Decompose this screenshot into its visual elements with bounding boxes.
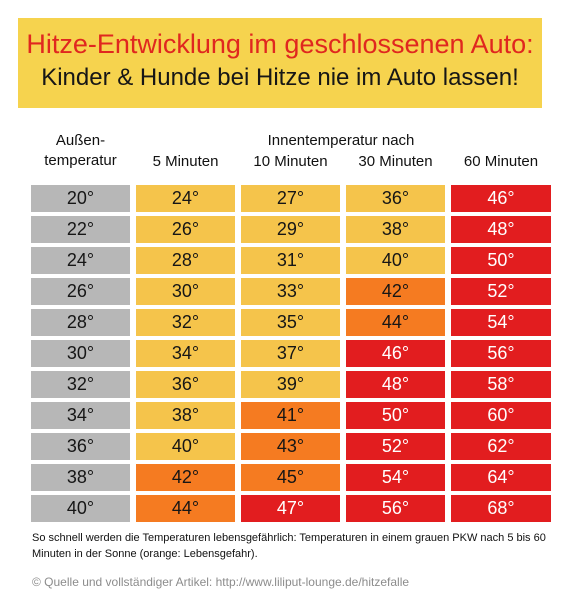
outside-temp-cell: 32° [31,371,130,398]
inside-temp-cell: 54° [451,309,551,336]
inside-temp-cell: 44° [136,495,235,522]
inside-temp-cell: 36° [346,185,445,212]
inside-temp-cell: 62° [451,433,551,460]
inside-temp-cell: 46° [346,340,445,367]
footnote: So schnell werden die Temperaturen leben… [32,532,546,560]
inside-temp-cell: 52° [451,278,551,305]
inside-temp-cell: 48° [346,371,445,398]
header-outside-line2: temperatur [44,152,117,169]
outside-temp-cell: 30° [31,340,130,367]
header-inside-group: Innentemperatur nach [267,132,415,149]
inside-temp-cell: 68° [451,495,551,522]
title-banner: Hitze-Entwicklung im geschlossenen Auto:… [18,18,542,108]
temperature-table: 20° 24° 27° 36° 46° 22° 26° 29° 38° 48° 24° 28° 31° 4… [31,185,551,522]
inside-temp-cell: 56° [451,340,551,367]
inside-temp-cell: 41° [241,402,340,429]
inside-temp-cell: 50° [451,247,551,274]
inside-temp-cell: 38° [136,402,235,429]
inside-temp-cell: 40° [346,247,445,274]
inside-temp-cell: 44° [346,309,445,336]
header-col-30-minutes: 30 Minuten [358,153,433,170]
inside-temp-cell: 45° [241,464,340,491]
inside-temp-cell: 42° [346,278,445,305]
header-outside-temperature: Außen- temperatur [31,131,130,171]
outside-temp-cell: 24° [31,247,130,274]
banner-title: Hitze-Entwicklung im geschlossenen Auto: [26,29,534,59]
outside-temp-cell: 38° [31,464,130,491]
header-outside-line1: Außen- [55,132,106,149]
header-col-5-minutes: 5 Minuten [152,153,219,170]
header-col-10-minutes: 10 Minuten [253,153,328,170]
inside-temp-cell: 40° [136,433,235,460]
inside-temp-cell: 29° [241,216,340,243]
outside-temp-cell: 34° [31,402,130,429]
inside-temp-cell: 39° [241,371,340,398]
inside-temp-cell: 31° [241,247,340,274]
inside-temp-cell: 43° [241,433,340,460]
inside-temp-cell: 64° [451,464,551,491]
inside-temp-cell: 26° [136,216,235,243]
inside-temp-cell: 58° [451,371,551,398]
inside-temp-cell: 50° [346,402,445,429]
inside-temp-cell: 48° [451,216,551,243]
inside-temp-cell: 60° [451,402,551,429]
inside-temp-cell: 28° [136,247,235,274]
outside-temp-cell: 36° [31,433,130,460]
inside-temp-cell: 54° [346,464,445,491]
inside-temp-cell: 47° [241,495,340,522]
source-credit: © Quelle und vollständiger Artikel: http… [32,575,410,589]
outside-temp-cell: 26° [31,278,130,305]
banner-subtitle: Kinder & Hunde bei Hitze nie im Auto las… [41,64,519,91]
inside-temp-cell: 52° [346,433,445,460]
inside-temp-cell: 37° [241,340,340,367]
inside-temp-cell: 27° [241,185,340,212]
outside-temp-cell: 20° [31,185,130,212]
outside-temp-cell: 40° [31,495,130,522]
inside-temp-cell: 30° [136,278,235,305]
inside-temp-cell: 24° [136,185,235,212]
inside-temp-cell: 32° [136,309,235,336]
outside-temp-cell: 28° [31,309,130,336]
inside-temp-cell: 34° [136,340,235,367]
inside-temp-cell: 42° [136,464,235,491]
inside-temp-cell: 33° [241,278,340,305]
inside-temp-cell: 56° [346,495,445,522]
inside-temp-cell: 46° [451,185,551,212]
header-col-60-minutes: 60 Minuten [463,153,539,170]
inside-temp-cell: 35° [241,309,340,336]
inside-temp-cell: 38° [346,216,445,243]
inside-temp-cell: 36° [136,371,235,398]
outside-temp-cell: 22° [31,216,130,243]
